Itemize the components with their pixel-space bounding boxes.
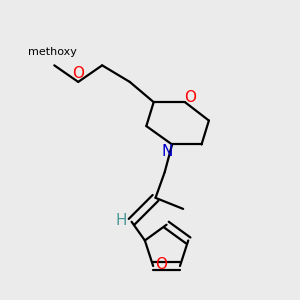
Text: O: O [72,66,84,81]
Text: N: N [162,144,173,159]
Text: O: O [155,257,167,272]
Text: H: H [116,213,127,228]
Text: methoxy: methoxy [28,47,77,57]
Text: O: O [184,90,196,105]
